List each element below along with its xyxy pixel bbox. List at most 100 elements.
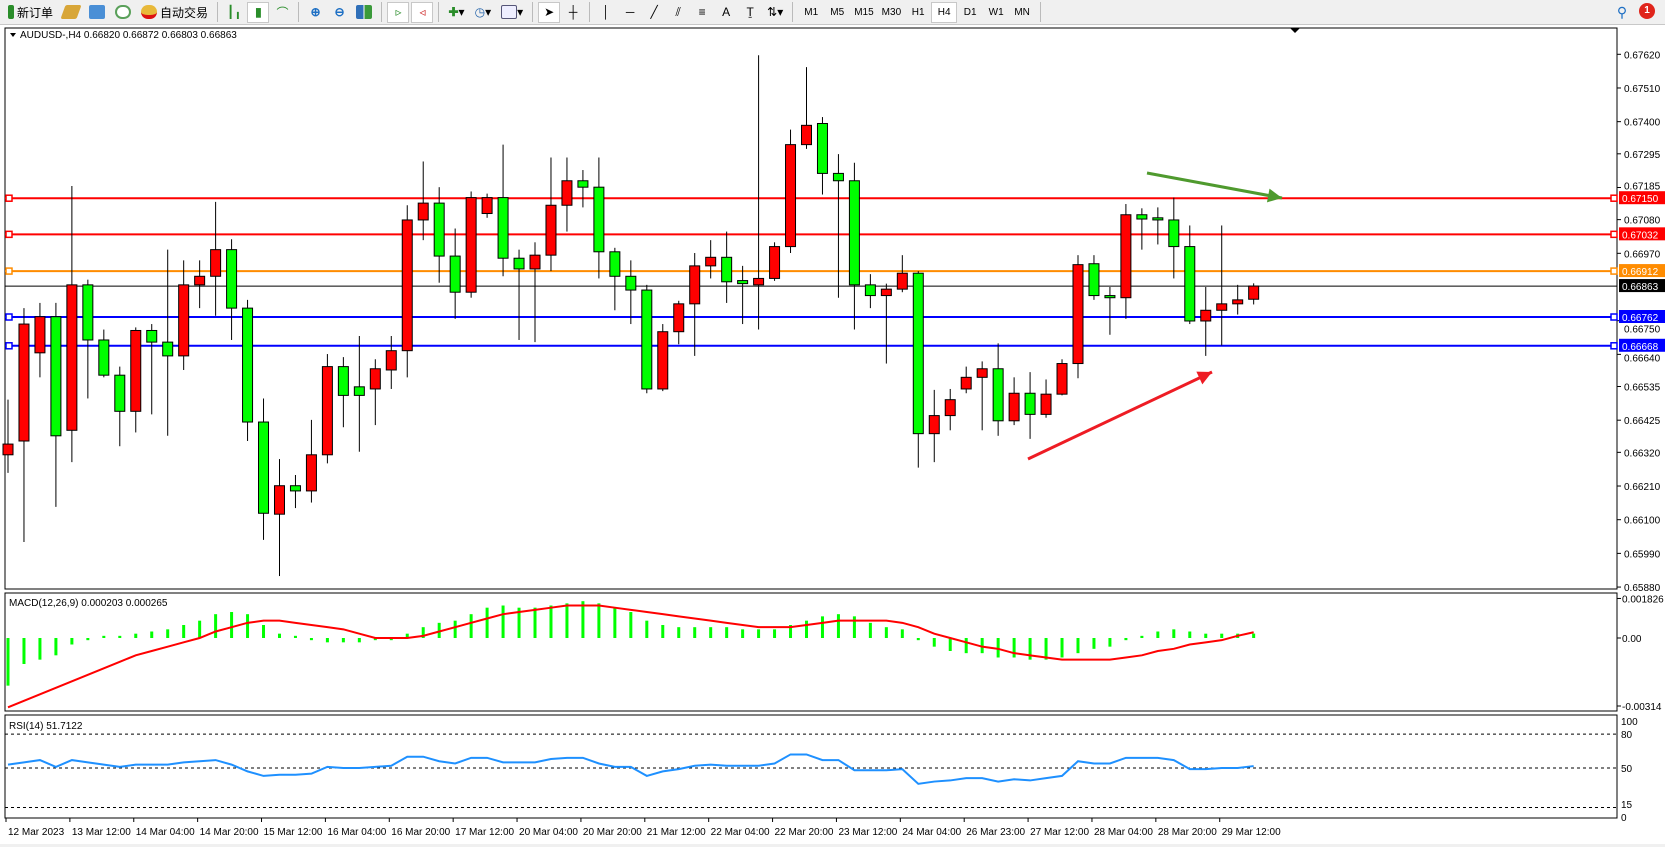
time-label: 14 Mar 04:00 — [136, 827, 195, 838]
candle — [258, 398, 270, 540]
timeframe-m1[interactable]: M1 — [804, 6, 819, 18]
price-tick-label: 0.66210 — [1624, 482, 1661, 493]
candle — [1024, 372, 1036, 439]
text-button[interactable]: A — [715, 2, 737, 23]
macd-histogram-bar — [373, 638, 377, 641]
macd-histogram-bar — [485, 607, 489, 638]
price-tick-label: 0.66970 — [1624, 249, 1661, 260]
horizontal-line-button[interactable]: ─ — [619, 2, 641, 23]
candle-body — [625, 275, 637, 291]
tile-windows-button[interactable] — [352, 2, 376, 23]
candle — [66, 185, 78, 463]
search-button[interactable]: ⚲ — [1611, 2, 1633, 23]
chart-canvas[interactable]: 0.67620 0.67510 0.67400 0.67295 0.67185 0.670… — [0, 25, 1665, 844]
signals-button[interactable] — [111, 2, 135, 23]
candlestick-button[interactable]: ▮ — [247, 1, 270, 23]
periods-button[interactable]: ◷ ▾ — [474, 5, 492, 19]
arrows-button[interactable]: ⇅ ▾ — [767, 5, 784, 19]
macd-histogram-bar — [341, 638, 345, 643]
candle-body — [705, 256, 717, 267]
chart-window[interactable]: 0.67620 0.67510 0.67400 0.67295 0.67185 0.670… — [0, 25, 1665, 844]
text-label-button[interactable]: Ṯ — [739, 2, 761, 23]
candle-body — [545, 204, 557, 256]
timeframe-h1[interactable]: H1 — [911, 6, 925, 18]
candle-body — [1056, 363, 1068, 395]
fibonacci-button[interactable]: ⫽ — [667, 2, 689, 23]
macd-histogram-bar — [581, 601, 585, 638]
time-label: 20 Mar 20:00 — [583, 827, 642, 838]
cursor-icon: ➤ — [544, 5, 555, 19]
new-chart-button[interactable]: ✚ ▾ — [448, 5, 465, 19]
fibo-fan-button[interactable]: ≡ — [691, 2, 713, 23]
rsi-pane — [4, 714, 1618, 819]
macd-histogram-bar — [964, 638, 968, 654]
timeframe-d1[interactable]: D1 — [963, 6, 977, 18]
macd-histogram-bar — [773, 629, 777, 638]
candle — [242, 299, 254, 442]
candle — [785, 129, 797, 254]
crosshair-button[interactable]: ┼ — [562, 2, 584, 23]
trendline-button[interactable]: ╱ — [643, 2, 665, 23]
market-watch-button[interactable] — [59, 2, 83, 23]
candle-body — [1072, 264, 1084, 365]
macd-histogram-bar — [150, 631, 154, 638]
candle-body — [1168, 219, 1180, 248]
auto-trading-button[interactable]: 自动交易 — [137, 2, 212, 23]
macd-histogram-bar — [22, 638, 26, 664]
timeframe-w1[interactable]: W1 — [988, 6, 1004, 18]
candle — [689, 253, 701, 356]
candle — [1040, 379, 1052, 418]
macd-histogram-bar — [437, 622, 441, 638]
candle — [273, 459, 285, 577]
macd-histogram-bar — [198, 620, 202, 638]
candle-body — [162, 341, 174, 357]
candle — [449, 228, 461, 319]
candle-body — [673, 303, 685, 333]
auto-scroll-button[interactable]: ▹ — [387, 1, 410, 23]
candle — [465, 191, 477, 298]
macd-histogram-bar — [549, 605, 553, 638]
price-tick-label: 0.67295 — [1624, 150, 1661, 161]
market-watch-icon — [60, 5, 82, 19]
chart-shift-button[interactable]: ◃ — [411, 1, 434, 23]
templates-button[interactable]: ▾ — [497, 2, 527, 23]
candle — [497, 144, 509, 277]
candle — [385, 335, 397, 389]
zoom-in-button[interactable]: ⊕ — [304, 2, 326, 23]
time-label: 29 Mar 12:00 — [1222, 827, 1281, 838]
candle-body — [1008, 392, 1020, 422]
timeframe-m15[interactable]: M15 — [854, 6, 874, 18]
level-line-price-tag — [1619, 227, 1665, 241]
candle — [769, 242, 781, 281]
notification-icon[interactable]: 1 — [1639, 3, 1655, 19]
line-chart-button[interactable]: ⌒ — [271, 2, 293, 23]
bar-chart-button[interactable]: ┃╻ — [223, 2, 245, 23]
macd-signal-line — [7, 604, 1254, 709]
vertical-line-icon: │ — [602, 5, 610, 19]
candle — [226, 239, 238, 340]
cursor-button[interactable]: ➤ — [538, 1, 561, 23]
macd-histogram-bar — [501, 605, 505, 638]
timeframe-mn[interactable]: MN — [1014, 6, 1030, 18]
candle-body — [289, 485, 301, 492]
level-line-price-tag — [1619, 310, 1665, 324]
rsi-tick-label: 0 — [1621, 813, 1627, 824]
timeframe-m5[interactable]: M5 — [830, 6, 845, 18]
candle — [98, 329, 110, 378]
candle — [992, 343, 1004, 436]
search-icon: ⚲ — [1616, 3, 1628, 20]
candle — [1088, 255, 1100, 300]
bar-chart-icon: ┃╻ — [227, 5, 242, 19]
vertical-line-button[interactable]: │ — [595, 2, 617, 23]
price-tick-label: 0.66535 — [1624, 383, 1661, 394]
macd-histogram-bar — [868, 622, 872, 638]
new-order-button[interactable]: 新订单 — [4, 2, 57, 23]
macd-histogram-bar — [725, 627, 729, 638]
timeframe-h4[interactable]: H4 — [931, 1, 958, 23]
candle-body — [832, 172, 844, 182]
zoom-out-button[interactable]: ⊖ — [328, 2, 350, 23]
navigator-button[interactable] — [85, 2, 109, 23]
macd-histogram-bar — [230, 612, 234, 638]
timeframe-m30[interactable]: M30 — [881, 6, 902, 18]
macd-histogram-bar — [38, 638, 42, 660]
